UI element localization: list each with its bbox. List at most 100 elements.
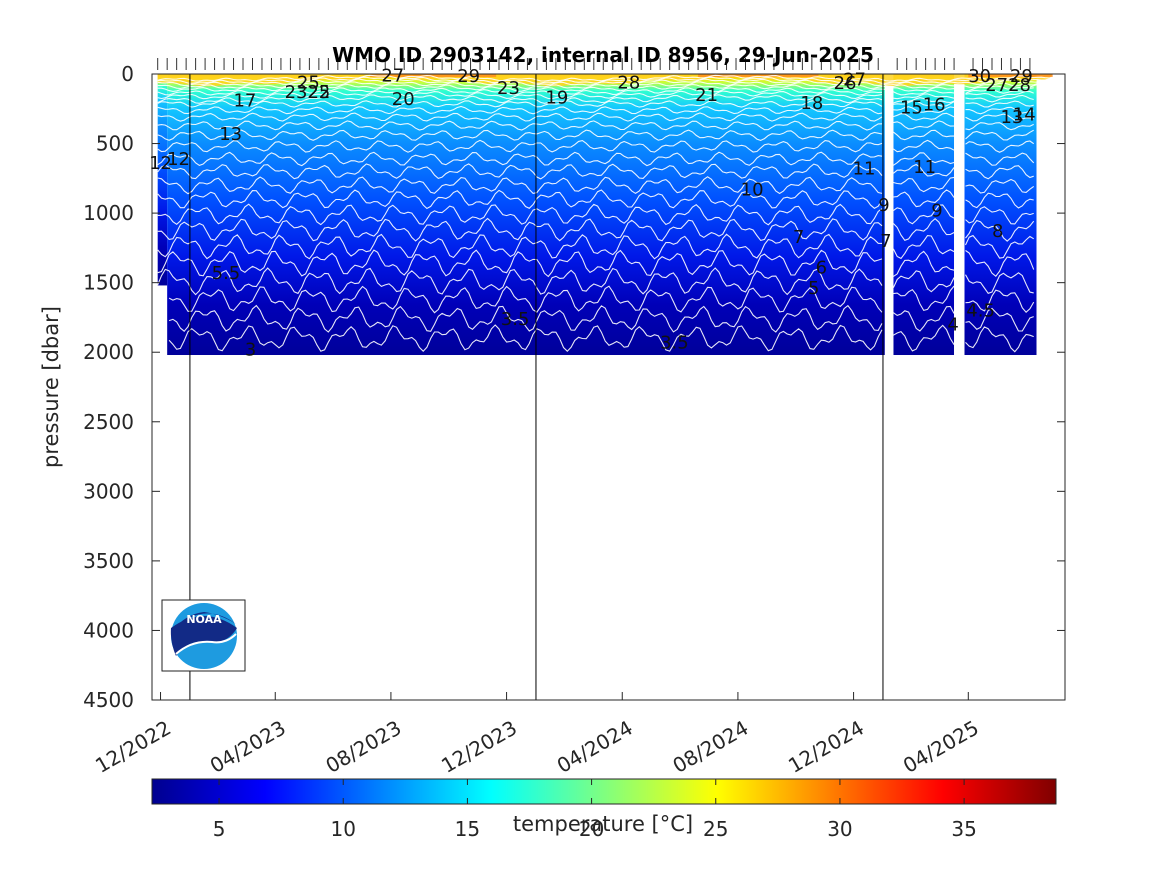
x-tick-label: 08/2023 <box>321 716 405 778</box>
x-tick-label: 08/2024 <box>668 716 752 778</box>
colorbar-tick-label: 30 <box>827 817 852 841</box>
colorbar-tick-label: 5 <box>213 817 226 841</box>
isotherm-line <box>157 129 1034 141</box>
x-tick-label: 12/2023 <box>437 716 521 778</box>
contour-label: 10 <box>741 179 764 200</box>
isotherm-line <box>157 233 1034 260</box>
isotherm-line <box>168 285 1035 314</box>
contour-label: 27 <box>843 70 866 91</box>
isotherm-line <box>157 139 1035 153</box>
isotherm-line <box>157 112 1034 122</box>
isotherm-line <box>157 78 1053 87</box>
contour-label: 29 <box>1010 66 1033 87</box>
contour-label: 11 <box>913 157 936 178</box>
isotherm-line <box>157 189 1034 210</box>
data-gap <box>1036 115 1065 356</box>
colorbar-tick-label: 20 <box>579 817 604 841</box>
year-dividers <box>157 58 1031 700</box>
contour-label: 13 <box>1000 107 1023 128</box>
data-gap <box>884 90 894 356</box>
colorbar-tick-label: 15 <box>455 817 480 841</box>
isotherm-line <box>157 76 1053 84</box>
isotherm-line <box>157 83 1053 92</box>
contour-label: 6 <box>816 257 827 278</box>
data-gap <box>954 90 965 356</box>
contour-label: 17 <box>233 90 256 111</box>
isotherm-line <box>157 120 1034 131</box>
y-tick-label: 1500 <box>83 271 134 295</box>
y-tick-label: 3500 <box>83 549 134 573</box>
isotherm-line <box>157 151 1035 167</box>
x-tick-label: 04/2024 <box>553 716 637 778</box>
logo-text: NOAA <box>186 613 222 626</box>
contour-label: 2728 <box>985 75 1031 96</box>
contour-label: 3.5 <box>660 332 689 353</box>
contour-label: 16 <box>923 95 946 116</box>
y-tick-label: 500 <box>96 132 134 156</box>
contour-label: 26 <box>834 73 857 94</box>
y-tick-label: 2000 <box>83 340 134 364</box>
contour-label: 7 <box>880 231 891 252</box>
colorbar-ticks: 5 10 15 20 25 30 35 <box>213 779 977 841</box>
colorbar-tick-label: 25 <box>703 817 728 841</box>
contour-label: 29 <box>457 66 480 87</box>
contour-label: 28 <box>617 72 640 93</box>
colorbar <box>151 778 1057 805</box>
contour-label: 23 <box>497 78 520 99</box>
contour-label: 4 <box>947 314 958 335</box>
contour-label: 12 <box>149 153 172 174</box>
colorbar-tick-label: 10 <box>331 817 356 841</box>
isotherm-line <box>157 87 1034 96</box>
colorbar-label: temperature [°C] <box>513 812 693 836</box>
isotherm-line <box>157 94 1034 104</box>
isotherm-line <box>157 249 1035 278</box>
isotherm-line <box>157 163 1034 180</box>
contour-label: 3 <box>245 339 256 360</box>
y-tick-label: 1000 <box>83 201 134 225</box>
y-tick-label: 4000 <box>83 618 134 642</box>
contour-label: 5 <box>808 278 819 299</box>
y-tick-label: 0 <box>121 62 134 86</box>
contour-label: 20 <box>392 89 415 110</box>
x-tick-label: 04/2023 <box>206 716 290 778</box>
contour-label: 7 <box>793 227 804 248</box>
contour-label: 19 <box>545 88 568 109</box>
isotherm-line <box>157 176 1035 195</box>
contour-label: 25 <box>297 72 320 93</box>
surface-hot-patch <box>698 74 819 78</box>
plot-frame <box>151 73 1066 701</box>
contour-label: 8 <box>992 221 1003 242</box>
contour-label: 13 <box>219 124 242 145</box>
contour-label: 18 <box>800 93 823 114</box>
contour-label: 15 <box>900 97 923 118</box>
contour-label: 22 <box>307 82 330 103</box>
contour-label: 3.5 <box>501 309 530 330</box>
contour-label: 11 <box>853 159 876 180</box>
contour-label: 30 <box>968 66 991 87</box>
temperature-field <box>157 74 1065 356</box>
isotherm-line <box>157 105 1034 115</box>
contour-label: 2325 <box>285 82 331 103</box>
colorbar-tick-label: 35 <box>951 817 976 841</box>
contour-label: 4.5 <box>966 300 995 321</box>
y-tick-label: 4500 <box>83 688 134 712</box>
y-axis: 0 500 1000 1500 2000 2500 3000 3500 4000 4500 <box>83 62 1065 712</box>
x-tick-label: 12/2024 <box>784 716 868 778</box>
contour-label: 21 <box>695 85 718 106</box>
isotherm-line <box>168 324 1034 353</box>
isotherm-line <box>157 217 1035 242</box>
contour-label: 27 <box>381 65 404 86</box>
x-tick-label: 04/2025 <box>899 716 983 778</box>
surface-hot-patch <box>370 74 497 78</box>
y-tick-label: 2500 <box>83 410 134 434</box>
isotherm-contours <box>157 74 1053 353</box>
contour-label: 14 <box>1013 104 1036 125</box>
contour-label: 12 <box>167 149 190 170</box>
contour-label: 5.5 <box>212 263 241 284</box>
isotherm-line <box>157 100 1034 108</box>
isotherm-line <box>157 267 1034 296</box>
isotherm-line <box>157 203 1034 226</box>
surface-hot-patch <box>968 74 1053 78</box>
